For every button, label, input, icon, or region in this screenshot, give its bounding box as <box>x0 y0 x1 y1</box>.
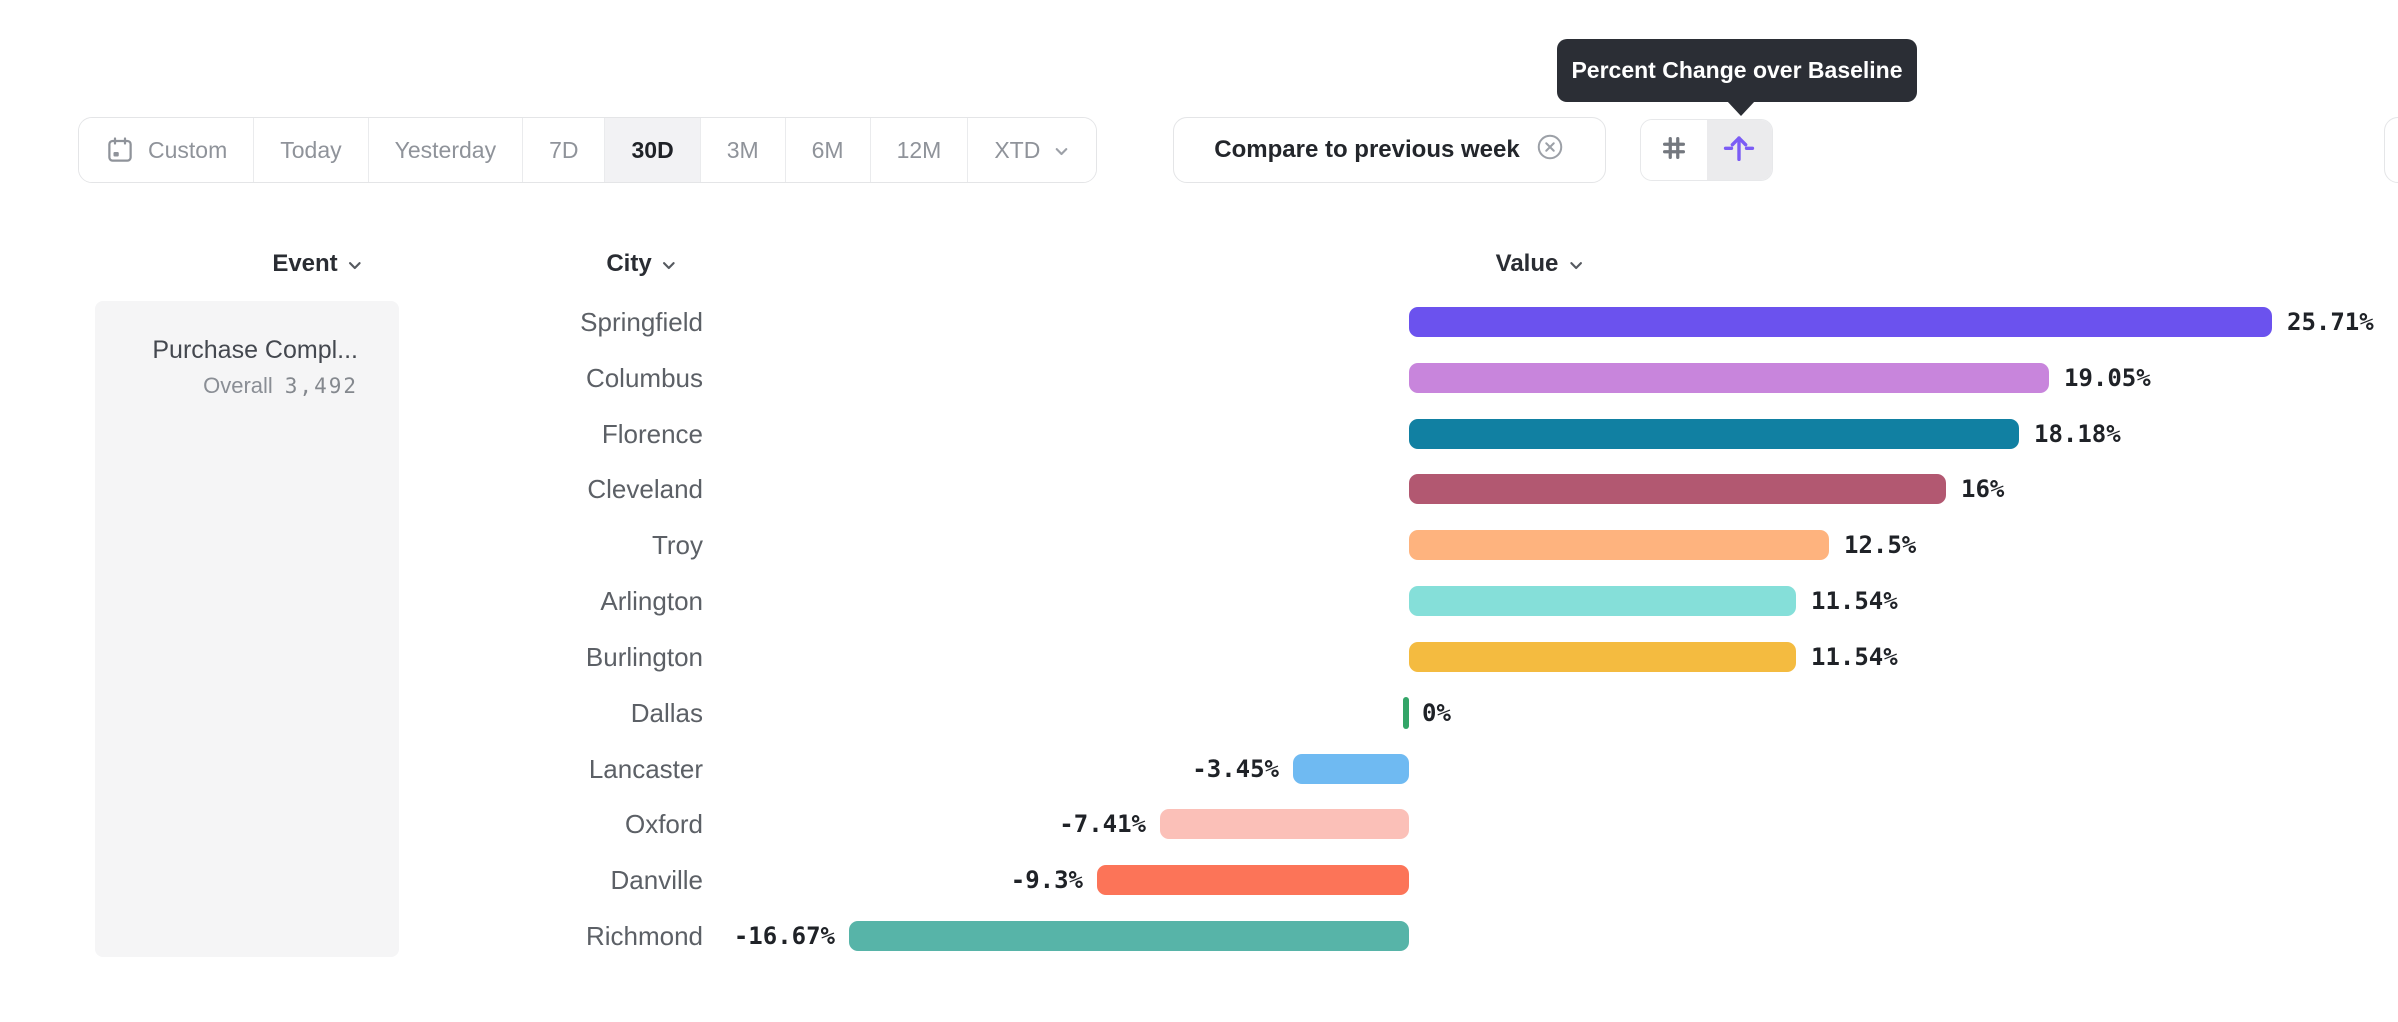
event-name: Purchase Compl... <box>152 336 358 364</box>
date-range-label: 30D <box>631 136 674 163</box>
value-bar[interactable] <box>1409 363 2049 393</box>
table-row: Florence 18.18% <box>0 406 2398 462</box>
table-row: Columbus 19.05% <box>0 350 2398 406</box>
table-row: Burlington 11.54% <box>0 629 2398 685</box>
value-label: -3.45% <box>1192 755 1279 783</box>
date-range-label: 3M <box>726 136 759 163</box>
compare-button-label: Compare to previous week <box>1214 136 1520 163</box>
value-bar[interactable] <box>1409 586 1796 616</box>
zero-value-tick[interactable] <box>1403 697 1409 729</box>
date-range-12m[interactable]: 12M <box>870 118 969 182</box>
date-range-3m[interactable]: 3M <box>700 118 786 182</box>
value-label: 18.18% <box>2034 420 2121 448</box>
date-range-xtd[interactable]: XTD <box>968 118 1097 182</box>
value-label: 12.5% <box>1844 531 1917 559</box>
city-label: Florence <box>601 419 703 449</box>
event-overall-value: 3,492 <box>284 374 358 398</box>
table-row: Danville -9.3% <box>0 852 2398 908</box>
value-bar[interactable] <box>1409 530 1829 560</box>
column-header-city[interactable]: City <box>606 247 677 281</box>
event-overall-label: Overall <box>203 373 273 398</box>
date-range-label: 6M <box>811 136 844 163</box>
table-row: Oxford -7.41% <box>0 796 2398 852</box>
tooltip-text: Percent Change over Baseline <box>1571 57 1903 83</box>
table-row: Troy 12.5% <box>0 517 2398 573</box>
chevron-down-icon <box>661 257 678 274</box>
date-range-7d[interactable]: 7D <box>523 118 606 182</box>
value-label: -7.41% <box>1059 810 1146 838</box>
city-label: Danville <box>610 865 704 895</box>
date-range-label: XTD <box>994 136 1041 163</box>
chevron-down-icon <box>1053 143 1070 160</box>
arrow-up-baseline-icon <box>1722 131 1756 170</box>
city-label: Oxford <box>624 809 703 839</box>
date-range-label: Today <box>280 136 342 163</box>
tooltip-arrow <box>1727 101 1755 116</box>
city-label: Columbus <box>585 363 703 393</box>
date-range-label: 12M <box>896 136 942 163</box>
value-bar[interactable] <box>1160 809 1409 839</box>
city-label: Richmond <box>585 921 703 951</box>
value-bar[interactable] <box>1409 474 1946 504</box>
value-bar[interactable] <box>1097 865 1409 895</box>
date-range-yesterday[interactable]: Yesterday <box>368 118 524 182</box>
chevron-down-icon <box>347 257 364 274</box>
compare-button[interactable]: Compare to previous week <box>1173 117 1606 183</box>
absolute-numbers-view-button[interactable] <box>1641 120 1707 180</box>
value-label: 25.71% <box>2287 308 2374 336</box>
date-range-6m[interactable]: 6M <box>785 118 871 182</box>
value-bar[interactable] <box>1409 642 1796 672</box>
dismiss-compare-icon[interactable] <box>1535 132 1565 169</box>
percent-change-view-button[interactable] <box>1706 120 1772 180</box>
tooltip-percent-change: Percent Change over Baseline <box>1557 39 1917 116</box>
value-bar[interactable] <box>1293 754 1409 784</box>
table-row: Cleveland 16% <box>0 461 2398 517</box>
event-cell[interactable]: Purchase Compl... Overall 3,492 <box>95 301 399 957</box>
value-label: 19.05% <box>2064 364 2151 392</box>
city-label: Arlington <box>600 586 703 616</box>
date-range-toolbar: Custom Today Yesterday 7D 30D 3M 6M 12M XTD <box>78 117 1098 183</box>
date-range-label: Custom <box>148 136 228 163</box>
table-row: Richmond -16.67% <box>0 908 2398 964</box>
calendar-icon <box>105 135 135 165</box>
value-bar[interactable] <box>1409 307 2272 337</box>
chevron-down-icon <box>1567 257 1584 274</box>
date-range-30d[interactable]: 30D <box>605 118 701 182</box>
value-label: 16% <box>1961 475 2005 503</box>
city-label: Cleveland <box>587 474 703 504</box>
value-label: 11.54% <box>1811 643 1898 671</box>
value-label: -16.67% <box>733 922 835 950</box>
date-range-today[interactable]: Today <box>254 118 369 182</box>
value-bar[interactable] <box>849 921 1409 951</box>
hash-icon <box>1659 133 1689 168</box>
city-label: Burlington <box>585 642 703 672</box>
table-row: Springfield 25.71% <box>0 294 2398 350</box>
column-header-label: Value <box>1495 250 1559 277</box>
city-label: Dallas <box>630 698 703 728</box>
partial-right-edge-button[interactable] <box>2384 117 2398 183</box>
date-range-label: 7D <box>549 136 579 163</box>
table-row: Arlington 11.54% <box>0 573 2398 629</box>
value-label: 0% <box>1422 699 1451 727</box>
column-header-event[interactable]: Event <box>272 247 363 281</box>
city-label: Springfield <box>580 307 703 337</box>
value-label: 11.54% <box>1811 587 1898 615</box>
value-bar[interactable] <box>1409 419 2019 449</box>
date-range-custom[interactable]: Custom <box>79 118 255 182</box>
table-row: Lancaster -3.45% <box>0 741 2398 797</box>
date-range-label: Yesterday <box>394 136 497 163</box>
column-header-label: Event <box>272 250 338 277</box>
city-label: Lancaster <box>588 754 703 784</box>
event-overall: Overall 3,492 <box>105 373 358 399</box>
column-header-value[interactable]: Value <box>1496 247 1585 281</box>
table-row: Dallas 0% <box>0 685 2398 741</box>
city-label: Troy <box>651 530 703 560</box>
value-display-toggle <box>1640 119 1773 181</box>
column-header-label: City <box>606 250 652 277</box>
value-label: -9.3% <box>1010 866 1083 894</box>
